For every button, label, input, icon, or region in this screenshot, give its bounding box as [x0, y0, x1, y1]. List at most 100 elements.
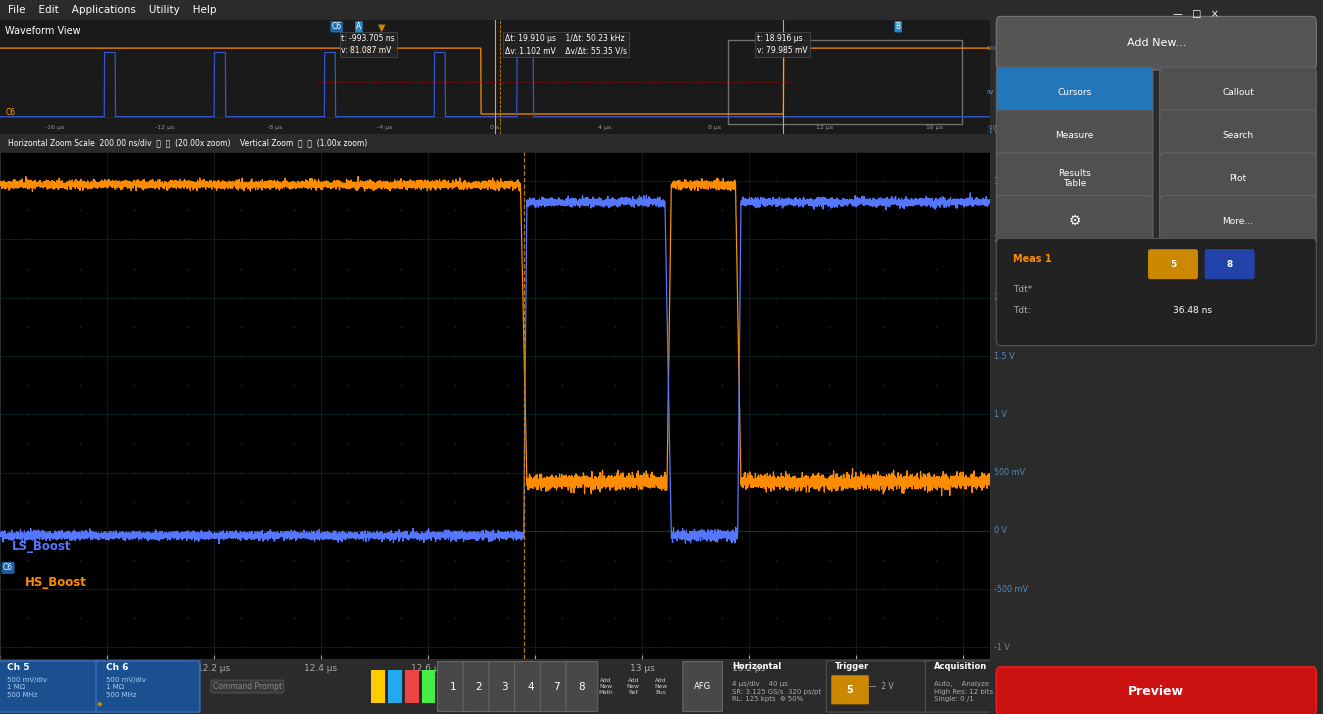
Bar [388, 670, 402, 703]
Text: -4 μs: -4 μs [377, 124, 393, 129]
Text: Ch 6: Ch 6 [106, 663, 128, 672]
FancyBboxPatch shape [827, 661, 930, 712]
Text: ◆: ◆ [97, 701, 102, 708]
Text: AFG: AFG [695, 682, 712, 691]
Text: More...: More... [1222, 217, 1253, 226]
Text: Trigger: Trigger [835, 662, 869, 670]
Text: -500 mV: -500 mV [994, 585, 1028, 593]
Text: ⚙: ⚙ [1069, 214, 1081, 228]
Text: Add
New
Bus: Add New Bus [655, 678, 668, 695]
Text: Callout: Callout [1222, 89, 1254, 97]
Text: Plot: Plot [1229, 174, 1246, 183]
FancyBboxPatch shape [1148, 249, 1199, 279]
Bar [370, 670, 385, 703]
FancyBboxPatch shape [1160, 110, 1316, 161]
FancyBboxPatch shape [996, 110, 1152, 161]
FancyBboxPatch shape [490, 661, 520, 712]
FancyBboxPatch shape [1205, 249, 1254, 279]
FancyBboxPatch shape [831, 675, 869, 705]
Text: -500 mV: -500 mV [987, 125, 1011, 130]
Text: 2: 2 [476, 681, 483, 692]
FancyBboxPatch shape [0, 661, 101, 712]
Text: C6: C6 [3, 563, 13, 573]
FancyBboxPatch shape [1160, 67, 1316, 119]
Text: 16 μs: 16 μs [926, 124, 943, 129]
Text: Measure: Measure [1056, 131, 1094, 140]
Text: 0 V: 0 V [994, 526, 1007, 536]
Text: t: -993.705 ns
v: 81.087 mV: t: -993.705 ns v: 81.087 mV [341, 34, 396, 55]
Text: 4 μs/div    40 μs
SR: 3.125 GS/s  320 ps/pt
RL: 125 kpts  Φ 50%: 4 μs/div 40 μs SR: 3.125 GS/s 320 ps/pt … [733, 681, 822, 702]
Text: 7: 7 [553, 681, 560, 692]
Text: 36.48 ns: 36.48 ns [1174, 306, 1212, 316]
FancyBboxPatch shape [515, 661, 546, 712]
Text: Tdt*: Tdt* [1013, 285, 1032, 294]
Text: —  2 V: — 2 V [869, 682, 893, 691]
FancyBboxPatch shape [996, 667, 1316, 714]
Text: A: A [356, 22, 361, 31]
Text: Command Prompt: Command Prompt [213, 682, 282, 691]
FancyBboxPatch shape [540, 661, 572, 712]
Text: 1: 1 [450, 681, 456, 692]
FancyBboxPatch shape [925, 661, 1052, 712]
Text: Ch 5: Ch 5 [7, 663, 29, 672]
Text: ▼: ▼ [378, 22, 385, 32]
Bar [422, 670, 435, 703]
Bar [405, 670, 418, 703]
Text: Meas 1: Meas 1 [1013, 254, 1052, 264]
Text: Cursors: Cursors [1057, 89, 1091, 97]
Text: C6: C6 [332, 22, 341, 31]
Text: -8 μs: -8 μs [267, 124, 283, 129]
Text: 500 mV: 500 mV [987, 46, 1008, 51]
Text: 1.5 V: 1.5 V [994, 351, 1015, 361]
Text: B: B [896, 22, 901, 31]
Text: 0 s: 0 s [491, 124, 499, 129]
Text: t: 18.916 μs
v: 79.985 mV: t: 18.916 μs v: 79.985 mV [757, 34, 807, 55]
Text: Δt: 19.910 μs    1/Δt: 50.23 kHz
Δv: 1.102 mV    Δv/Δt: 55.35 V/s: Δt: 19.910 μs 1/Δt: 50.23 kHz Δv: 1.102 … [504, 34, 627, 55]
Text: 12 μs: 12 μs [816, 124, 833, 129]
Text: HS_Boost: HS_Boost [25, 575, 86, 588]
Text: LS_Boost: LS_Boost [12, 540, 71, 553]
Text: Waveform View: Waveform View [5, 26, 81, 36]
Bar [729, 40, 962, 124]
Text: 2 V: 2 V [994, 293, 1007, 302]
Text: Tdt:: Tdt: [1013, 306, 1031, 316]
Text: 4 μs: 4 μs [598, 124, 611, 129]
Text: —   □   ×: — □ × [1174, 9, 1218, 19]
Text: 0V: 0V [987, 89, 994, 94]
FancyBboxPatch shape [566, 661, 598, 712]
FancyBboxPatch shape [438, 661, 470, 712]
FancyBboxPatch shape [996, 238, 1316, 346]
Text: Search: Search [1222, 131, 1254, 140]
Text: Horizontal: Horizontal [733, 662, 782, 670]
Text: 8: 8 [1226, 260, 1233, 268]
FancyBboxPatch shape [996, 67, 1152, 119]
Text: 8 μs: 8 μs [708, 124, 721, 129]
Text: Results
Table: Results Table [1058, 169, 1091, 188]
FancyBboxPatch shape [996, 16, 1316, 70]
Text: Horizontal Zoom Scale  200.00 ns/div  ➕  ➖  (20.00x zoom)    Vertical Zoom  ➕  ➖: Horizontal Zoom Scale 200.00 ns/div ➕ ➖ … [8, 139, 368, 148]
Text: Add New...: Add New... [1127, 38, 1185, 49]
Text: Add
New
Math: Add New Math [598, 678, 613, 695]
Text: File    Edit    Applications    Utility    Help: File Edit Applications Utility Help [8, 5, 217, 15]
Text: 500 mV/div
1 MΩ
500 MHz: 500 mV/div 1 MΩ 500 MHz [106, 677, 146, 698]
Text: 4: 4 [527, 681, 533, 692]
Text: C6: C6 [5, 108, 16, 116]
Text: 5: 5 [847, 685, 853, 695]
FancyBboxPatch shape [683, 661, 722, 712]
Text: :: : [1060, 193, 1062, 203]
Text: -16 μs: -16 μs [45, 124, 65, 129]
Text: Add
New
Ref: Add New Ref [627, 678, 640, 695]
FancyBboxPatch shape [996, 153, 1152, 204]
Text: 500 mV: 500 mV [994, 468, 1025, 477]
Text: 2.5 V: 2.5 V [994, 235, 1015, 244]
Text: Acquisition: Acquisition [934, 662, 987, 670]
Text: 5: 5 [1170, 260, 1176, 268]
Text: 3: 3 [501, 681, 508, 692]
FancyBboxPatch shape [996, 196, 1152, 247]
Text: 8: 8 [578, 681, 585, 692]
Text: Preview: Preview [1129, 685, 1184, 698]
FancyBboxPatch shape [97, 661, 200, 712]
Text: -1 V: -1 V [987, 129, 998, 134]
Text: 500 mV/div
1 MΩ
500 MHz: 500 mV/div 1 MΩ 500 MHz [7, 677, 46, 698]
Text: 1 V: 1 V [994, 410, 1007, 419]
